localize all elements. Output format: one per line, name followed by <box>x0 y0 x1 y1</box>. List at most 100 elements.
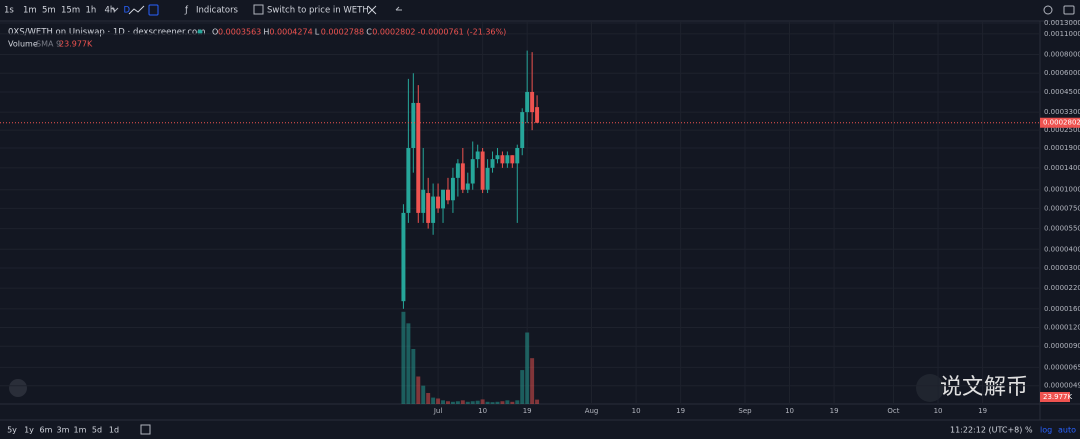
y-tick-label: 0.0000300 <box>1044 264 1080 272</box>
screenshot-icon[interactable] <box>1063 5 1075 15</box>
interval-button[interactable]: 1m <box>23 6 37 16</box>
candle-body <box>426 193 431 223</box>
volume-tag-label: 23.977K <box>1043 393 1072 401</box>
volume-bar <box>441 400 446 404</box>
y-tick-label: 0.0000120 <box>1044 324 1080 332</box>
chart-type-icon[interactable] <box>128 5 145 15</box>
y-tick-label: 0.0006000 <box>1044 69 1080 77</box>
volume-bar <box>465 401 470 404</box>
ohlc-value: 0.0004274 <box>269 28 312 37</box>
interval-button[interactable]: 1h <box>86 6 97 16</box>
price-tag-label: 0.0002802 <box>1043 119 1080 127</box>
volume-bar <box>475 400 480 404</box>
volume-bar <box>401 311 406 404</box>
candle-body <box>431 196 436 223</box>
tv-logo <box>9 379 27 397</box>
y-tick-label: 0.0000065 <box>1044 363 1080 371</box>
volume-legend-value: 23.977K <box>59 40 93 49</box>
interval-button[interactable]: 4h <box>105 6 116 16</box>
switch-price-button[interactable]: Switch to price in WETH <box>267 6 369 16</box>
candle-body <box>510 155 515 164</box>
y-tick-label: 0.0001400 <box>1044 164 1080 172</box>
ohlc-letter: H <box>263 28 269 37</box>
y-tick-label: 0.0001900 <box>1044 144 1080 152</box>
percent-button[interactable]: % <box>1025 426 1033 435</box>
volume-bar <box>530 358 535 404</box>
volume-bar <box>500 401 505 404</box>
x-tick-label: 19 <box>830 407 839 415</box>
candle-body <box>485 167 490 190</box>
interval-dropdown[interactable] <box>111 7 119 12</box>
candles-icon[interactable] <box>148 4 159 16</box>
interval-button[interactable]: D <box>124 6 131 16</box>
settings-icon[interactable] <box>1043 5 1053 15</box>
fullscreen-icon[interactable] <box>367 5 377 15</box>
candle-body <box>436 196 441 209</box>
indicators-button[interactable]: Indicators <box>196 6 239 16</box>
x-tick-label: 10 <box>785 407 794 415</box>
candle-body <box>421 189 426 213</box>
candle-body <box>465 183 470 190</box>
y-tick-label: 0.0000400 <box>1044 245 1080 253</box>
volume-bar <box>426 393 431 404</box>
x-tick-label: Sep <box>738 407 752 415</box>
interval-button[interactable]: 1s <box>4 6 14 16</box>
range-button[interactable]: 5d <box>92 426 102 435</box>
date-range-icon[interactable] <box>140 424 151 435</box>
log-button[interactable]: log <box>1040 426 1052 435</box>
candle-body <box>450 177 455 201</box>
volume-bar <box>490 402 495 404</box>
range-button[interactable]: 1m <box>74 426 87 435</box>
range-button[interactable]: 6m <box>40 426 53 435</box>
x-tick-label: 19 <box>523 407 532 415</box>
volume-bar <box>460 400 465 404</box>
change-value: -0.0000761 <box>418 28 464 37</box>
y-tick-label: 0.0000160 <box>1044 305 1080 313</box>
interval-button[interactable]: 5m <box>42 6 56 16</box>
volume-tag <box>1040 392 1070 402</box>
candle-body <box>515 147 520 164</box>
ohlc-letter: L <box>315 28 320 37</box>
volume-bar <box>515 400 520 404</box>
y-tick-label: 0.0000049 <box>1044 382 1080 390</box>
undo-icon[interactable] <box>395 6 402 11</box>
candle-body <box>460 163 465 190</box>
candle-body <box>535 107 540 123</box>
layout-icon[interactable] <box>253 4 264 15</box>
ohlc-value: 0.0003563 <box>218 28 261 37</box>
volume-bar <box>411 349 416 404</box>
indicators-icon[interactable]: ƒ <box>184 6 189 16</box>
volume-bar <box>450 401 455 404</box>
range-button[interactable]: 1d <box>109 426 119 435</box>
change-pct: (-21.36%) <box>467 28 507 37</box>
volume-bar <box>485 401 490 404</box>
range-button[interactable]: 3m <box>57 426 70 435</box>
candle-body <box>505 155 510 164</box>
ohlc-value: 0.0002802 <box>372 28 415 37</box>
status-dot <box>197 29 203 35</box>
range-button[interactable]: 5y <box>7 426 17 435</box>
range-button[interactable]: 1y <box>24 426 34 435</box>
candle-body <box>480 151 485 190</box>
volume-bar <box>470 401 475 404</box>
volume-legend: Volume <box>8 40 38 49</box>
candle-body <box>475 151 480 160</box>
candle-body <box>490 159 495 168</box>
volume-bar <box>510 401 515 404</box>
x-tick-label: Aug <box>585 407 599 415</box>
interval-button[interactable]: 15m <box>61 6 80 16</box>
sma-legend: SMA 9 <box>36 40 61 49</box>
y-tick-label: 0.0000090 <box>1044 342 1080 350</box>
volume-bar <box>406 323 411 404</box>
candle-body <box>406 147 411 213</box>
auto-button[interactable]: auto <box>1058 426 1076 435</box>
x-tick-label: 19 <box>676 407 685 415</box>
x-tick-label: 10 <box>632 407 641 415</box>
volume-bar <box>416 376 421 404</box>
ohlc-value: 0.0002788 <box>321 28 364 37</box>
y-tick-label: 0.0001000 <box>1044 186 1080 194</box>
volume-bar <box>436 398 441 404</box>
volume-bar <box>525 332 530 404</box>
